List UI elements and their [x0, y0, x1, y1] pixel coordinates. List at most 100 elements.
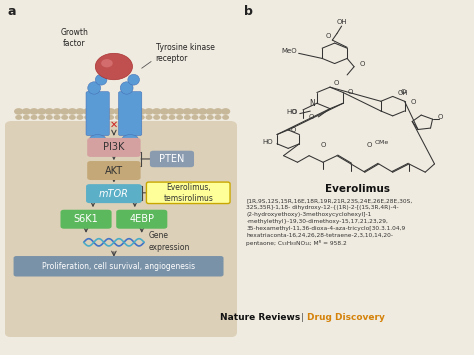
- Circle shape: [75, 108, 85, 115]
- Text: ✕: ✕: [110, 119, 118, 129]
- Circle shape: [153, 115, 160, 120]
- Circle shape: [138, 115, 145, 120]
- FancyBboxPatch shape: [5, 121, 237, 337]
- Text: N: N: [309, 99, 315, 108]
- Text: a: a: [7, 5, 16, 18]
- Circle shape: [68, 108, 77, 115]
- Text: Tyrosine kinase
receptor: Tyrosine kinase receptor: [155, 43, 215, 64]
- Circle shape: [184, 115, 191, 120]
- Circle shape: [161, 115, 168, 120]
- Circle shape: [83, 108, 92, 115]
- Circle shape: [182, 108, 192, 115]
- Circle shape: [14, 108, 23, 115]
- Circle shape: [221, 108, 230, 115]
- Circle shape: [76, 115, 83, 120]
- Circle shape: [15, 115, 22, 120]
- Circle shape: [60, 108, 69, 115]
- Text: Everolimus,
temsirolimus: Everolimus, temsirolimus: [163, 183, 213, 203]
- Circle shape: [214, 115, 221, 120]
- Text: Gene
expression: Gene expression: [149, 231, 190, 252]
- FancyBboxPatch shape: [87, 161, 141, 180]
- Circle shape: [207, 115, 214, 120]
- Circle shape: [38, 115, 45, 120]
- FancyBboxPatch shape: [86, 184, 142, 203]
- Circle shape: [45, 108, 54, 115]
- Circle shape: [115, 115, 122, 120]
- Text: O: O: [360, 61, 365, 67]
- Text: OH: OH: [397, 90, 408, 96]
- Text: HO: HO: [263, 139, 273, 145]
- Circle shape: [213, 108, 223, 115]
- Text: PTEN: PTEN: [159, 154, 185, 164]
- Text: Proliferation, cell survival, angiogenesis: Proliferation, cell survival, angiogenes…: [42, 262, 195, 271]
- Circle shape: [52, 108, 62, 115]
- Circle shape: [144, 108, 154, 115]
- Circle shape: [84, 115, 91, 120]
- FancyBboxPatch shape: [86, 92, 109, 136]
- Text: O: O: [320, 142, 326, 148]
- Circle shape: [106, 108, 115, 115]
- Circle shape: [160, 108, 169, 115]
- Text: O: O: [292, 109, 297, 115]
- Circle shape: [91, 108, 100, 115]
- Circle shape: [98, 108, 108, 115]
- Text: Nature Reviews: Nature Reviews: [219, 313, 300, 322]
- Circle shape: [114, 108, 123, 115]
- Circle shape: [107, 115, 114, 120]
- Circle shape: [198, 108, 207, 115]
- Circle shape: [23, 115, 30, 120]
- Circle shape: [129, 108, 138, 115]
- Text: MeO: MeO: [282, 48, 298, 54]
- FancyBboxPatch shape: [116, 210, 167, 229]
- Text: Drug Discovery: Drug Discovery: [307, 313, 384, 322]
- FancyBboxPatch shape: [146, 182, 230, 203]
- Text: O: O: [334, 80, 339, 86]
- Circle shape: [122, 115, 129, 120]
- FancyBboxPatch shape: [14, 256, 224, 277]
- Circle shape: [22, 108, 31, 115]
- Circle shape: [176, 115, 183, 120]
- Text: OH: OH: [336, 18, 347, 24]
- Circle shape: [46, 115, 53, 120]
- FancyBboxPatch shape: [118, 92, 142, 136]
- Circle shape: [168, 115, 175, 120]
- Text: AKT: AKT: [105, 165, 123, 175]
- Text: 4EBP: 4EBP: [129, 214, 154, 224]
- Text: O: O: [437, 114, 443, 120]
- Circle shape: [167, 108, 177, 115]
- Circle shape: [100, 115, 107, 120]
- Circle shape: [121, 108, 131, 115]
- Text: O: O: [326, 33, 331, 39]
- Text: O: O: [348, 89, 353, 95]
- Ellipse shape: [122, 135, 138, 144]
- Circle shape: [191, 108, 200, 115]
- Circle shape: [152, 108, 161, 115]
- Circle shape: [130, 115, 137, 120]
- Circle shape: [206, 108, 215, 115]
- Circle shape: [146, 115, 153, 120]
- Text: O: O: [367, 142, 372, 148]
- Text: b: b: [244, 5, 253, 18]
- Circle shape: [191, 115, 199, 120]
- Text: [1R,9S,12S,15R,16E,18R,19R,21R,23S,24E,26E,28E,30S,
32S,35R]-1,18- dihydroxy-12-: [1R,9S,12S,15R,16E,18R,19R,21R,23S,24E,2…: [246, 198, 413, 246]
- Text: O: O: [410, 99, 416, 105]
- Text: PI3K: PI3K: [103, 142, 125, 152]
- Text: O: O: [401, 89, 406, 95]
- Circle shape: [69, 115, 76, 120]
- Circle shape: [199, 115, 206, 120]
- Ellipse shape: [88, 82, 100, 94]
- Text: mTOR: mTOR: [99, 189, 129, 199]
- Circle shape: [54, 115, 61, 120]
- Text: |: |: [301, 313, 304, 322]
- Text: OMe: OMe: [374, 140, 388, 145]
- Text: HO: HO: [287, 109, 298, 115]
- Circle shape: [61, 115, 68, 120]
- Circle shape: [30, 115, 37, 120]
- Text: O: O: [309, 114, 314, 120]
- Ellipse shape: [120, 82, 133, 94]
- Circle shape: [137, 108, 146, 115]
- Text: S6K1: S6K1: [73, 214, 99, 224]
- Circle shape: [92, 115, 99, 120]
- Text: Growth
factor: Growth factor: [61, 28, 88, 48]
- FancyBboxPatch shape: [87, 138, 141, 157]
